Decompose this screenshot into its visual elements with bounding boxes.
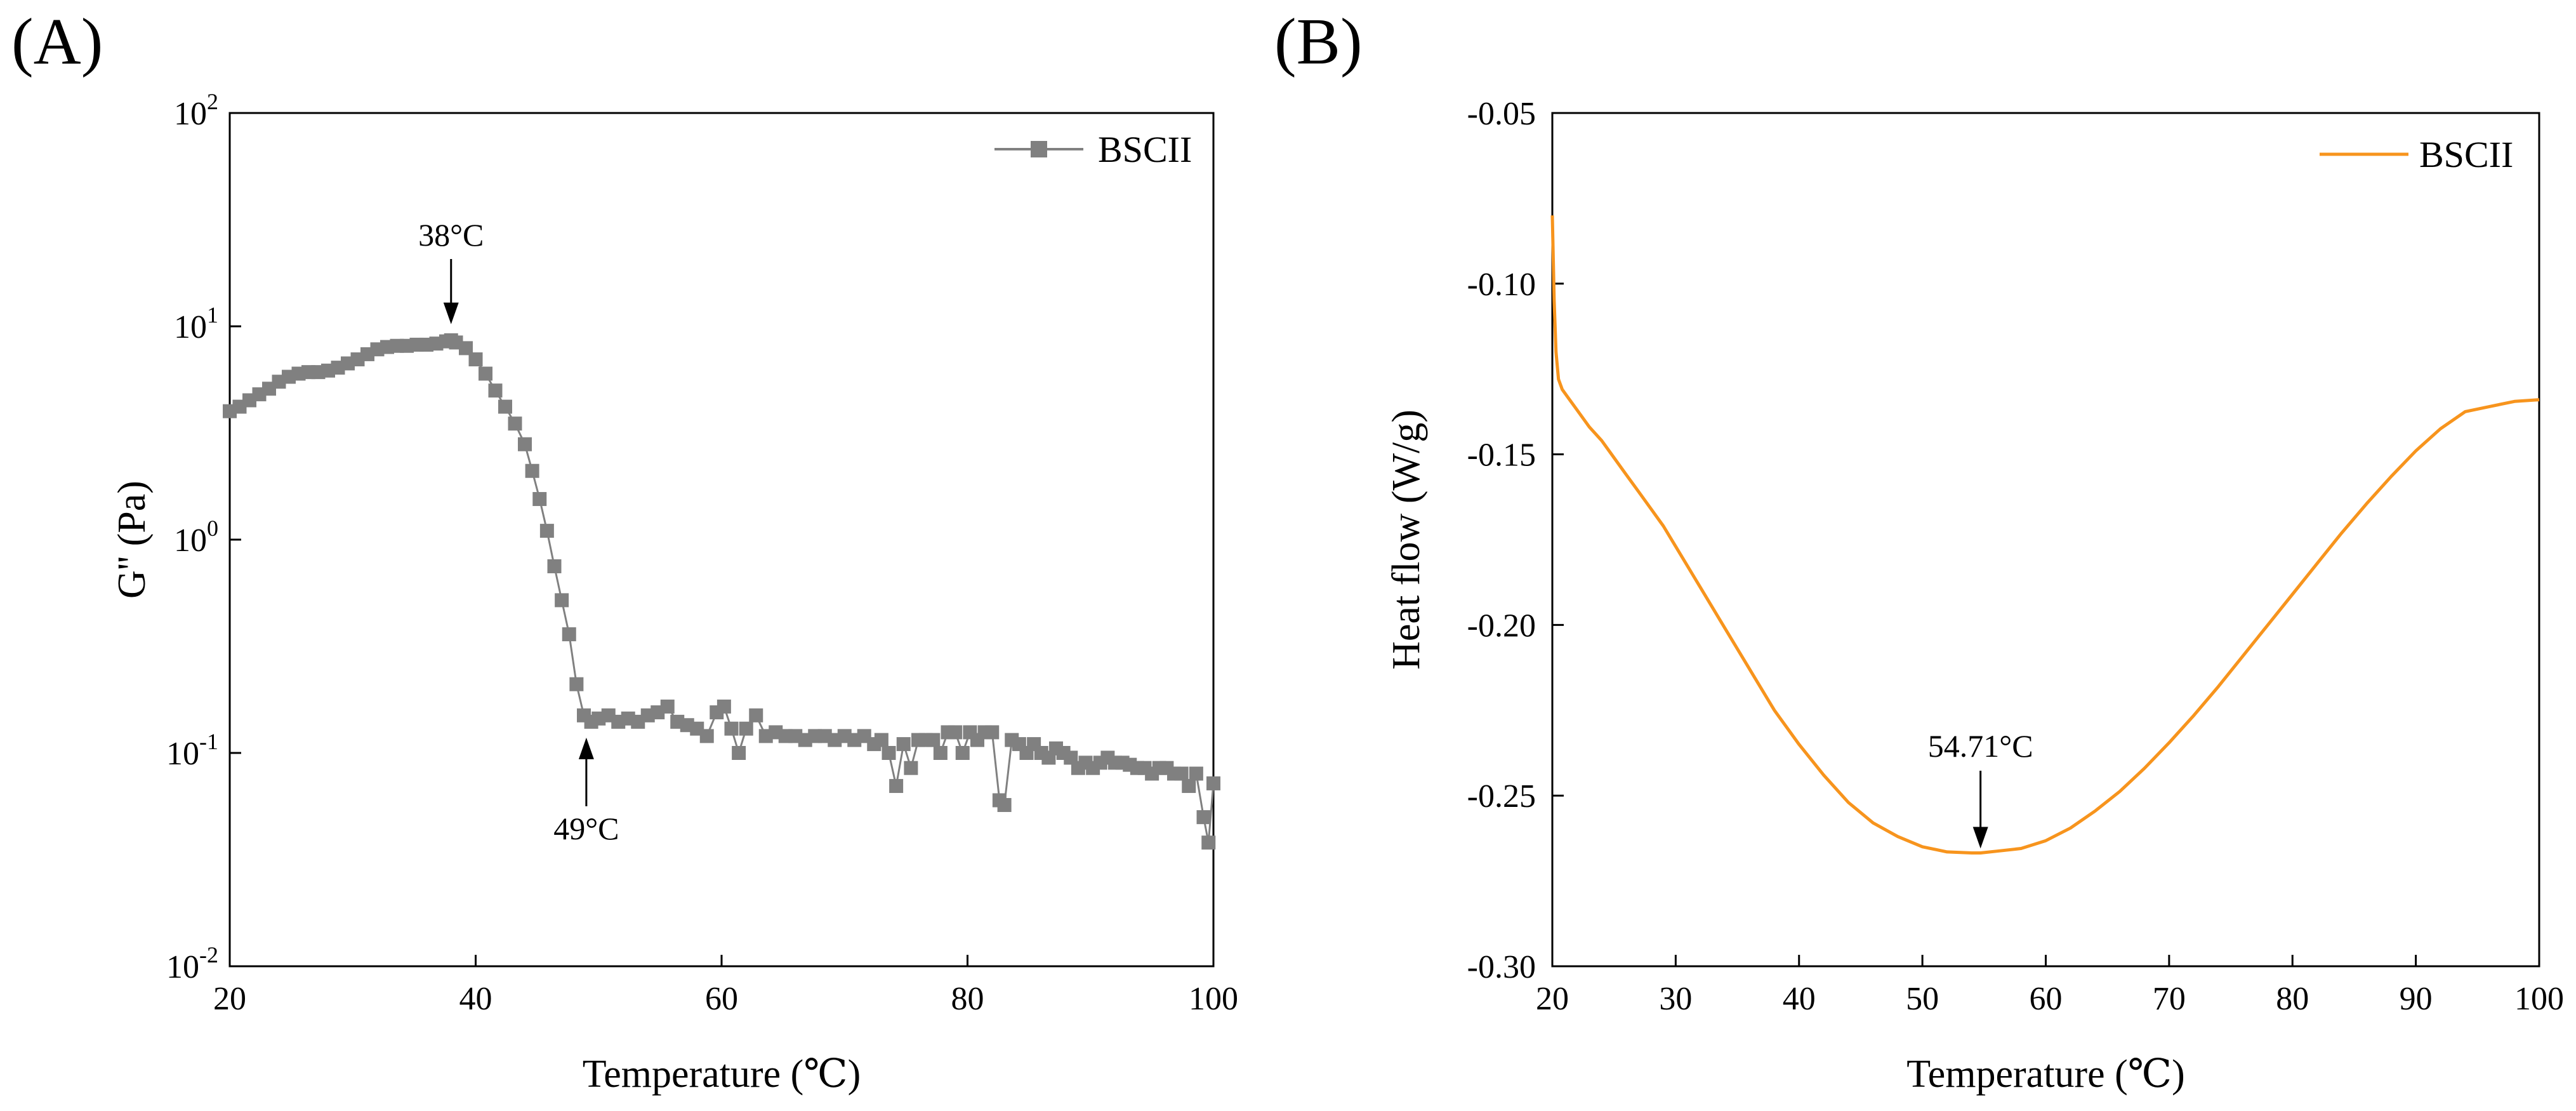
data-point [985, 725, 1000, 740]
data-point [468, 352, 483, 367]
annotation-arrow-head [578, 737, 594, 759]
annotation-min-temp: 54.71°C [1928, 728, 2033, 764]
panel-b: (B) 20 30 40 50 60 70 80 90 100 -0.30 -0.25 -0.20 -0.… [1274, 5, 2564, 1096]
panel-label-a: (A) [11, 5, 103, 78]
data-point [717, 699, 731, 714]
data-point [926, 733, 941, 747]
y-axis-title: G'' (Pa) [110, 481, 154, 599]
annotation-arrow-head [443, 302, 459, 324]
data-point [904, 761, 918, 775]
annotation-arrow-head [1972, 827, 1988, 849]
data-point [498, 399, 512, 414]
y-tick-label: -0.20 [1467, 608, 1536, 644]
legend-marker [1031, 141, 1047, 157]
data-point [479, 366, 492, 381]
x-tick-label: 40 [1783, 981, 1816, 1017]
y-tick-label: 10-2 [166, 942, 218, 985]
data-point [882, 746, 896, 760]
x-axis-title: Temperature (℃) [583, 1053, 861, 1096]
x-tick-label: 60 [705, 981, 738, 1017]
data-point [562, 627, 576, 642]
y-tick-label: -0.25 [1467, 778, 1536, 815]
data-point [1189, 766, 1203, 781]
y-tick-label: -0.15 [1467, 437, 1536, 474]
panel-a: (A) 20 40 60 80 100 10-2 10-1 100 101 102 Temperatu… [11, 5, 1238, 1096]
data-point [724, 721, 739, 736]
data-point [532, 492, 547, 507]
data-point [997, 798, 1012, 813]
x-tick-label: 40 [459, 981, 492, 1017]
legend-label: BSCII [1098, 129, 1192, 170]
data-point [955, 746, 970, 760]
data-point [948, 725, 963, 740]
data-point [889, 779, 904, 794]
x-tick-label: 80 [2276, 981, 2309, 1017]
x-tick-label: 100 [1189, 981, 1238, 1017]
series-line-bscii [1550, 215, 2540, 855]
data-point [525, 463, 539, 478]
data-point [660, 699, 675, 714]
annotation-drop-temp: 49°C [553, 811, 619, 846]
y-tick-label: -0.30 [1467, 949, 1536, 985]
data-point [1206, 776, 1220, 790]
data-point [488, 383, 503, 398]
data-point [459, 341, 473, 356]
plot-frame [1551, 112, 2540, 968]
data-point [555, 593, 569, 608]
y-tick-label: 101 [174, 302, 218, 345]
data-point [739, 721, 753, 736]
x-tick-label: 70 [2153, 981, 2186, 1017]
x-tick-label: 30 [1659, 981, 1692, 1017]
y-tick-label: 102 [174, 89, 218, 132]
data-point [1182, 779, 1196, 794]
y-tick-label: 10-1 [166, 729, 218, 772]
x-axis-title: Temperature (℃) [1906, 1053, 2185, 1096]
data-point [896, 737, 911, 752]
data-point [874, 733, 888, 747]
plot-frame [228, 112, 1215, 968]
data-point [1196, 810, 1211, 825]
series-line-bscii [229, 339, 1215, 843]
data-point [518, 437, 532, 451]
annotation-peak-temp: 38°C [418, 217, 484, 253]
x-tick-label: 100 [2514, 981, 2564, 1017]
y-tick-label: 100 [174, 516, 218, 559]
x-tick-label: 50 [1906, 981, 1939, 1017]
data-point [539, 524, 554, 538]
x-tick-label: 20 [1536, 981, 1569, 1017]
data-point [1201, 835, 1216, 850]
y-tick-label: -0.05 [1467, 96, 1536, 132]
data-point [732, 746, 746, 760]
data-point [699, 729, 714, 743]
y-axis-title: Heat flow (W/g) [1385, 409, 1428, 670]
y-tick-label: -0.10 [1467, 267, 1536, 303]
x-tick-label: 60 [2030, 981, 2063, 1017]
data-point [749, 708, 763, 722]
x-tick-label: 80 [951, 981, 984, 1017]
data-point [569, 677, 584, 691]
data-point [933, 746, 948, 760]
data-point [1174, 766, 1189, 781]
legend-label: BSCII [2419, 134, 2513, 175]
x-tick-label: 20 [213, 981, 246, 1017]
panel-label-b: (B) [1274, 5, 1363, 78]
data-point [547, 559, 562, 573]
x-tick-label: 90 [2400, 981, 2433, 1017]
data-point [508, 416, 522, 431]
